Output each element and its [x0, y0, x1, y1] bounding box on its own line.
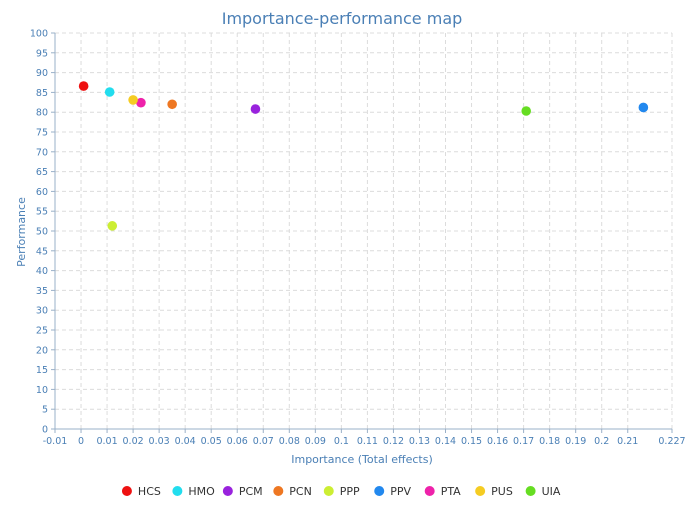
legend-swatch — [121, 486, 132, 496]
legend-swatch — [374, 486, 385, 496]
y-tick-label: 0 — [42, 425, 48, 436]
legend-item-hcs: HCS — [121, 485, 161, 498]
data-point-uia — [521, 106, 532, 116]
x-tick-label: 0.04 — [175, 436, 196, 447]
legend-item-pcm: PCM — [222, 485, 263, 498]
legend-item-pta: PTA — [424, 485, 461, 498]
y-tick-label: 70 — [36, 147, 48, 158]
y-tick-label: 100 — [30, 29, 48, 40]
y-tick-label: 95 — [36, 48, 48, 59]
y-tick-label: 15 — [36, 365, 48, 376]
y-tick-label: 25 — [36, 326, 48, 337]
x-tick-label: 0.14 — [435, 436, 456, 447]
legend-item-uia: UIA — [525, 485, 561, 498]
x-tick-label: 0.15 — [461, 436, 482, 447]
legend-swatch — [172, 486, 183, 496]
y-tick-label: 50 — [36, 227, 48, 238]
y-tick-label: 60 — [36, 187, 48, 198]
legend-label: HMO — [188, 485, 215, 498]
x-tick-label: 0.01 — [96, 436, 117, 447]
legend-swatch — [323, 486, 334, 496]
legend-label: PUS — [491, 485, 513, 498]
x-tick-label: 0.12 — [383, 436, 404, 447]
y-tick-label: 5 — [42, 405, 48, 416]
legend-label: PPV — [390, 485, 411, 498]
y-tick-label: 65 — [36, 167, 48, 178]
x-tick-label: 0.07 — [253, 436, 274, 447]
y-axis-title: Performance — [15, 197, 28, 267]
legend-label: PCN — [289, 485, 312, 498]
x-tick-label: 0.09 — [305, 436, 326, 447]
x-tick-label: 0.2 — [594, 436, 609, 447]
x-tick-label: 0.19 — [565, 436, 586, 447]
y-tick-label: 55 — [36, 207, 48, 218]
legend-swatch — [475, 486, 486, 496]
x-axis-title: Importance (Total effects) — [291, 453, 433, 466]
x-tick-label: 0.13 — [409, 436, 430, 447]
legend-item-hmo: HMO — [172, 485, 215, 498]
legend-label: HCS — [138, 485, 161, 498]
data-points — [78, 81, 649, 231]
x-tick-label: 0.08 — [279, 436, 300, 447]
x-tick-label: 0.16 — [487, 436, 508, 447]
y-tick-label: 30 — [36, 306, 48, 317]
y-tick-label: 90 — [36, 68, 48, 79]
x-tick-label: 0.18 — [539, 436, 560, 447]
x-tick-label: 0.227 — [658, 436, 685, 447]
x-tick-label: 0.05 — [201, 436, 222, 447]
legend-item-pcn: PCN — [273, 485, 312, 498]
legend-item-ppp: PPP — [323, 485, 360, 498]
data-point-pta — [136, 97, 146, 108]
data-point-pcn — [167, 99, 177, 110]
legend-label: PTA — [441, 485, 461, 498]
y-tick-label: 85 — [36, 88, 48, 99]
grid — [54, 32, 673, 430]
legend-label: UIA — [542, 485, 561, 498]
data-point-ppv — [638, 102, 649, 113]
x-tick-label: 0.21 — [617, 436, 638, 447]
legend-label: PPP — [340, 485, 360, 498]
y-tick-label: 35 — [36, 286, 48, 297]
x-tick-label: 0.02 — [123, 436, 144, 447]
y-tick-label: 45 — [36, 246, 48, 257]
x-tick-label: 0.11 — [357, 436, 378, 447]
legend-swatch — [424, 486, 435, 496]
legend-swatch — [525, 486, 536, 496]
y-tick-label: 75 — [36, 128, 48, 139]
x-tick-label: 0.17 — [513, 436, 534, 447]
y-tick-label: 10 — [36, 385, 48, 396]
y-tick-label: 20 — [36, 345, 48, 356]
legend-item-ppv: PPV — [374, 485, 411, 498]
chart-title: Importance-performance map — [222, 9, 463, 28]
data-point-pus — [128, 95, 138, 105]
x-tick-label: 0.03 — [149, 436, 170, 447]
y-tick-label: 40 — [36, 266, 48, 277]
legend-swatch — [273, 486, 284, 496]
tick-labels: -0.01 0 0.01 0.02 0.03 0.04 0.05 0.06 0.07 0.08 0.… — [30, 29, 685, 448]
y-tick-label: 80 — [36, 108, 48, 119]
x-tick-label: 0 — [78, 436, 84, 447]
legend-item-pus: PUS — [475, 485, 513, 498]
data-point-pcm — [250, 104, 261, 114]
x-tick-label: 0.1 — [334, 436, 349, 447]
axes — [51, 32, 673, 433]
x-tick-label: -0.01 — [43, 436, 68, 447]
data-point-hcs — [78, 81, 89, 91]
legend-swatch — [222, 486, 233, 496]
data-point-ppp — [107, 221, 118, 231]
legend: HCS HMO PCM PCN PPP PPV PTA PUS UIA — [121, 485, 561, 498]
data-point-hmo — [104, 87, 115, 97]
legend-label: PCM — [239, 485, 263, 498]
x-tick-label: 0.06 — [227, 436, 248, 447]
